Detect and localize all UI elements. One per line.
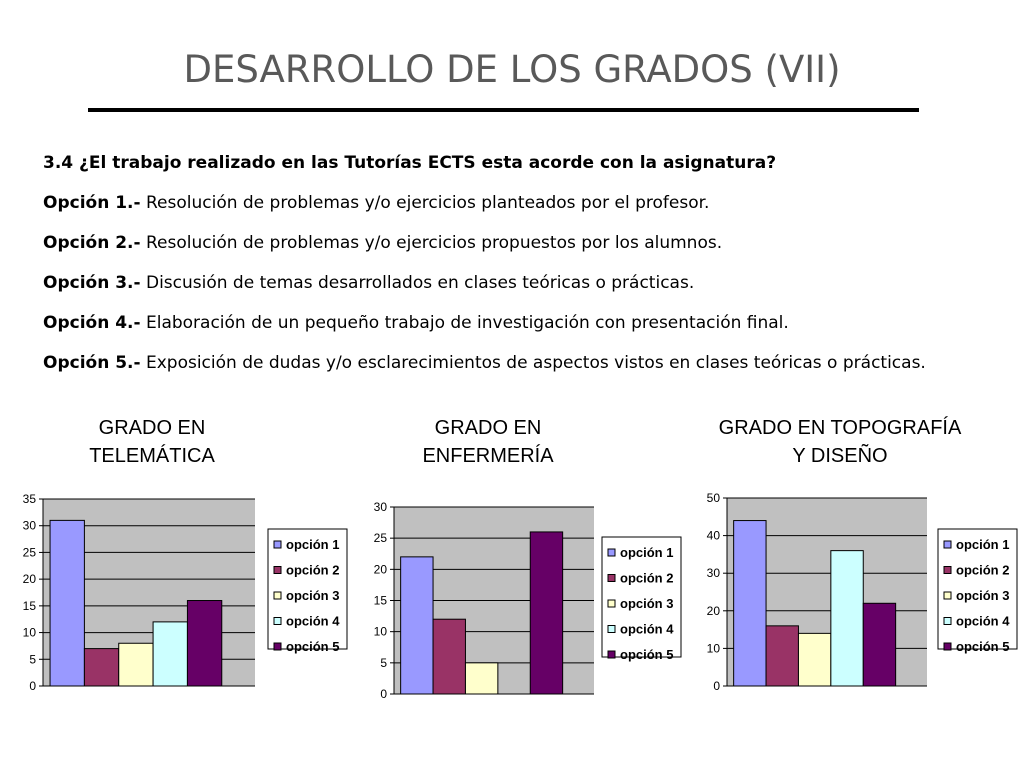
legend-swatch [607,625,616,633]
y-tick-label: 30 [374,500,388,514]
legend-label: opción 4 [620,622,674,637]
bar-1 [400,556,434,695]
option-label: Opción 3.- [43,273,141,293]
legend-swatch [943,591,952,600]
legend-swatch [607,650,616,659]
legend-swatch [273,566,282,574]
bar-4 [152,621,188,687]
bar-5 [186,600,223,687]
legend-label: opción 5 [956,639,1009,654]
slide-title: DESARROLLO DE LOS GRADOS (VII) [183,48,841,91]
legend-swatch [273,591,282,600]
bar-1 [49,519,85,687]
legend-swatch [607,599,616,608]
option-line-5: Opción 5.- Exposición de dudas y/o escla… [43,350,1013,390]
legend-swatch [607,574,616,582]
y-tick-label: 25 [23,545,37,559]
option-label: Opción 4.- [43,313,141,333]
bar-2 [765,625,799,687]
legend-swatch [943,540,952,549]
option-line-4: Opción 4.- Elaboración de un pequeño tra… [43,310,1013,350]
bar-3 [797,632,832,687]
chart-topografia: 0 10 20 30 40 50 opción 1 opción 2 opción 3 opció… [707,491,1018,693]
y-tick-label: 40 [707,529,721,543]
legend-swatch [273,617,282,625]
bar-4 [830,550,864,687]
option-text: Elaboración de un pequeño trabajo de inv… [140,313,789,333]
legend-label: opción 1 [620,545,673,560]
legend-swatch [273,540,282,549]
bar-5 [862,602,897,687]
chart-enfermeria: 0 5 10 15 20 25 30 opción 1 opción 2 opción 3 opci… [374,500,682,701]
y-tick-label: 0 [713,679,720,693]
legend-label: opción 3 [620,596,673,611]
bar-1 [733,520,767,687]
y-tick-label: 10 [23,626,37,640]
option-label: Opción 2.- [43,233,141,253]
option-line-1: Opción 1.- Resolución de problemas y/o e… [43,190,1013,230]
option-label: Opción 1.- [43,193,141,213]
question-label: 3.4 ¿El trabajo realizado en las Tutoría… [43,153,777,173]
legend-box [601,536,682,658]
y-tick-label: 20 [23,572,37,586]
legend-label: opción 2 [620,571,673,586]
bar-5 [529,531,564,695]
bar-3 [118,642,154,687]
y-tick-label: 50 [707,491,721,505]
y-tick-label: 20 [707,604,721,618]
legend-label: opción 3 [956,588,1009,603]
legend-box [267,528,348,650]
y-tick-label: 5 [380,656,387,670]
y-tick-label: 0 [380,687,387,701]
option-line-2: Opción 2.- Resolución de problemas y/o e… [43,230,1013,270]
chart-telematica: 0 5 10 15 20 25 30 35 opción 1 opción 2 opción 3 op… [23,492,348,693]
option-text: Resolución de problemas y/o ejercicios p… [140,233,723,253]
option-text: Exposición de dudas y/o esclarecimientos… [140,353,926,373]
chart-title-telematica: GRADO EN TELEMÁTICA [89,417,215,467]
legend-swatch [943,617,952,625]
legend-label: opción 1 [956,537,1009,552]
bar-3 [464,662,499,695]
y-tick-label: 30 [707,566,721,580]
legend-label: opción 4 [956,614,1010,629]
question-block: 3.4 ¿El trabajo realizado en las Tutoría… [43,150,1013,390]
y-tick-label: 30 [23,519,37,533]
chart-title-enfermeria: GRADO EN ENFERMERÍA [422,417,554,467]
legend-swatch [943,566,952,574]
bar-2 [83,648,120,687]
legend-label: opción 3 [286,588,339,603]
y-tick-label: 20 [374,562,388,576]
y-tick-label: 10 [707,641,721,655]
legend-swatch [607,548,616,557]
legend-swatch [943,642,952,651]
y-tick-label: 15 [23,599,37,613]
chart-title-topografia: GRADO EN TOPOGRAFÍA Y DISEÑO [718,417,962,467]
title-underline [88,108,919,112]
legend-label: opción 5 [286,639,339,654]
legend-label: opción 5 [620,647,673,662]
bar-2 [432,618,466,695]
question-text: 3.4 ¿El trabajo realizado en las Tutoría… [43,150,1013,190]
option-line-3: Opción 3.- Discusión de temas desarrolla… [43,270,1013,310]
legend-label: opción 1 [286,537,339,552]
option-text: Resolución de problemas y/o ejercicios p… [140,193,710,213]
legend-label: opción 2 [286,563,339,578]
legend-label: opción 2 [956,563,1009,578]
y-tick-label: 35 [23,492,37,506]
legend-label: opción 4 [286,614,340,629]
option-label: Opción 5.- [43,353,141,373]
legend-swatch [273,642,282,651]
legend-box [937,528,1018,650]
option-text: Discusión de temas desarrollados en clas… [140,273,695,293]
y-tick-label: 0 [29,679,36,693]
y-tick-label: 10 [374,625,388,639]
y-tick-label: 15 [374,594,388,608]
y-tick-label: 25 [374,531,388,545]
y-tick-label: 5 [29,652,36,666]
